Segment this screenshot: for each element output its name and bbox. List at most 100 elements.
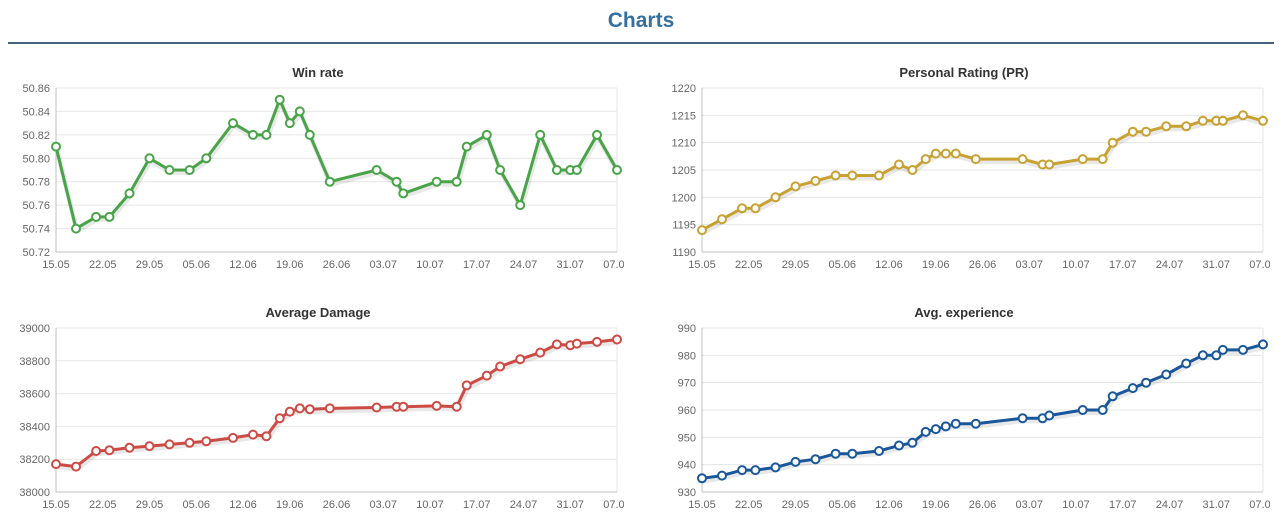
data-point-marker[interactable] [1217, 344, 1228, 355]
data-point-marker[interactable] [717, 470, 727, 481]
data-point-marker[interactable] [1044, 159, 1055, 170]
data-point-marker[interactable] [261, 129, 272, 140]
data-point-marker[interactable] [481, 129, 492, 140]
data-point-marker[interactable] [551, 165, 562, 175]
data-point-marker[interactable] [535, 129, 546, 140]
data-point-marker[interactable] [71, 461, 81, 472]
data-point-marker[interactable] [1211, 350, 1222, 361]
data-point-marker[interactable] [940, 421, 951, 432]
data-point-marker[interactable] [810, 454, 821, 465]
data-point-marker[interactable] [770, 192, 781, 203]
data-point-marker[interactable] [551, 339, 562, 350]
data-point-marker[interactable] [294, 106, 305, 117]
data-point-marker[interactable] [391, 176, 402, 187]
data-point-marker[interactable] [874, 170, 884, 181]
data-point-marker[interactable] [1127, 383, 1138, 394]
data-point-marker[interactable] [1077, 405, 1088, 415]
data-point-marker[interactable] [304, 129, 315, 140]
data-point-marker[interactable] [51, 459, 61, 470]
data-point-marker[interactable] [124, 188, 135, 199]
data-point-marker[interactable] [790, 181, 801, 192]
data-point-marker[interactable] [1161, 121, 1172, 132]
data-point-marker[interactable] [1181, 121, 1192, 132]
data-point-marker[interactable] [1217, 115, 1228, 126]
data-point-marker[interactable] [970, 154, 981, 165]
data-point-marker[interactable] [248, 129, 258, 140]
data-point-marker[interactable] [697, 473, 707, 484]
data-point-marker[interactable] [1141, 126, 1152, 137]
data-point-marker[interactable] [274, 94, 285, 105]
data-point-marker[interactable] [750, 203, 761, 214]
data-point-marker[interactable] [1161, 369, 1172, 380]
data-point-marker[interactable] [164, 165, 175, 175]
data-point-marker[interactable] [1107, 137, 1118, 148]
data-point-marker[interactable] [920, 426, 931, 437]
data-point-marker[interactable] [284, 406, 295, 417]
data-point-marker[interactable] [228, 432, 238, 443]
data-point-marker[interactable] [1044, 410, 1055, 421]
data-point-marker[interactable] [104, 211, 115, 222]
data-point-marker[interactable] [495, 361, 506, 372]
data-point-marker[interactable] [737, 465, 748, 476]
data-point-marker[interactable] [612, 165, 622, 175]
data-point-marker[interactable] [274, 413, 285, 424]
data-point-marker[interactable] [717, 214, 727, 225]
data-point-marker[interactable] [201, 436, 212, 447]
data-point-marker[interactable] [1197, 115, 1208, 126]
data-point-marker[interactable] [451, 176, 462, 187]
data-point-marker[interactable] [398, 188, 409, 199]
data-point-marker[interactable] [248, 429, 258, 440]
data-point-marker[interactable] [810, 175, 821, 186]
data-point-marker[interactable] [284, 118, 295, 129]
data-point-marker[interactable] [930, 148, 941, 159]
data-point-marker[interactable] [612, 334, 622, 345]
data-point-marker[interactable] [515, 200, 526, 211]
data-point-marker[interactable] [1238, 344, 1248, 355]
data-point-marker[interactable] [907, 165, 918, 175]
data-point-marker[interactable] [461, 380, 472, 391]
data-point-marker[interactable] [51, 141, 61, 152]
data-point-marker[interactable] [451, 401, 462, 412]
data-point-marker[interactable] [1258, 115, 1268, 126]
data-point-marker[interactable] [164, 439, 175, 450]
data-point-marker[interactable] [201, 153, 212, 164]
data-point-marker[interactable] [920, 154, 931, 165]
data-point-marker[interactable] [144, 153, 155, 164]
data-point-marker[interactable] [930, 424, 941, 435]
data-point-marker[interactable] [970, 418, 981, 429]
data-point-marker[interactable] [71, 223, 81, 234]
data-point-marker[interactable] [324, 176, 335, 187]
data-point-marker[interactable] [770, 462, 781, 473]
data-point-marker[interactable] [1097, 405, 1108, 415]
data-point-marker[interactable] [907, 437, 918, 448]
data-point-marker[interactable] [697, 225, 707, 236]
data-point-marker[interactable] [847, 170, 858, 181]
data-point-marker[interactable] [874, 446, 884, 456]
data-point-marker[interactable] [1141, 377, 1152, 388]
data-point-marker[interactable] [894, 159, 904, 170]
data-point-marker[interactable] [592, 129, 602, 140]
data-point-marker[interactable] [371, 165, 382, 175]
data-point-marker[interactable] [1017, 154, 1028, 165]
data-point-marker[interactable] [894, 440, 904, 451]
data-point-marker[interactable] [737, 203, 748, 214]
data-point-marker[interactable] [1077, 154, 1088, 165]
data-point-marker[interactable] [950, 148, 961, 159]
data-point-marker[interactable] [431, 400, 442, 411]
data-point-marker[interactable] [104, 445, 115, 456]
data-point-marker[interactable] [398, 401, 409, 412]
data-point-marker[interactable] [950, 418, 961, 429]
data-point-marker[interactable] [592, 336, 602, 347]
data-point-marker[interactable] [124, 442, 135, 453]
data-point-marker[interactable] [790, 456, 801, 467]
data-point-marker[interactable] [294, 403, 305, 414]
data-point-marker[interactable] [1127, 126, 1138, 137]
data-point-marker[interactable] [228, 118, 238, 129]
data-point-marker[interactable] [571, 165, 582, 175]
data-point-marker[interactable] [91, 446, 102, 456]
data-point-marker[interactable] [495, 165, 506, 175]
data-point-marker[interactable] [371, 402, 382, 413]
data-point-marker[interactable] [847, 448, 858, 459]
data-point-marker[interactable] [304, 404, 315, 415]
data-point-marker[interactable] [481, 370, 492, 381]
